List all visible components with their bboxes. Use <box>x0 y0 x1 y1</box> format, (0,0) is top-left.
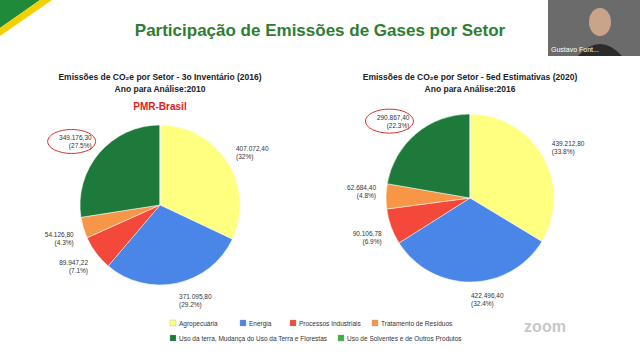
annotation: PMR-Brasil <box>133 101 187 112</box>
legend: Agropecuária Energia Processos Industriais… <box>170 320 462 343</box>
data-label-line: 349.176,30 <box>59 134 92 141</box>
data-label: 290.867,40(22.3%) <box>377 114 410 130</box>
data-label: 349.176,30(27.5%) <box>59 134 92 150</box>
legend-entry: Uso da terra, Mudança do Uso da Terra e … <box>179 335 328 343</box>
legend-swatch <box>338 335 344 341</box>
data-label-line: (6.9%) <box>362 238 381 246</box>
slide: Participação de Emissões de Gases por Se… <box>0 0 640 360</box>
legend-entry: Tratamento de Resíduos <box>381 320 453 327</box>
legend-swatch <box>372 320 378 326</box>
data-label-line: (32.4%) <box>471 300 494 308</box>
data-label: 62.684,40(4.8%) <box>347 184 376 200</box>
slices <box>386 114 554 282</box>
data-label: 89.947,22(7.1%) <box>59 259 88 275</box>
data-label-line: 371.095,80 <box>179 293 212 300</box>
data-label: 371.095,80(29.2%) <box>179 293 212 309</box>
legend-entry: Processos Industriais <box>299 320 362 327</box>
data-label-line: (7.1%) <box>69 267 88 275</box>
legend-entry: Energia <box>249 320 272 328</box>
data-label: 407.072,40(32%) <box>236 145 269 161</box>
legend-swatch <box>170 320 176 326</box>
pie-chart: Emissões de CO₂e por Setor - 3o Inventár… <box>45 72 269 309</box>
speaker-name: Gustavo Font... <box>551 46 599 53</box>
data-label-line: (27.5%) <box>69 142 92 150</box>
data-label-line: 422.496,40 <box>471 292 504 299</box>
legend-swatch <box>290 320 296 326</box>
data-label: 422.496,40(32.4%) <box>471 292 504 308</box>
chart-subtitle: Ano para Análise:2010 <box>115 84 206 94</box>
data-label-line: (29.2%) <box>179 301 202 309</box>
data-label: 54.126,80(4.3%) <box>45 231 74 247</box>
data-label-line: 54.126,80 <box>45 231 74 238</box>
highlight-circle <box>48 129 96 153</box>
data-label-line: (32%) <box>236 153 253 161</box>
data-label-line: 89.947,22 <box>59 259 88 266</box>
data-label: 439.212,80(33.8%) <box>552 140 585 156</box>
legend-entry: Agropecuária <box>179 320 218 328</box>
legend-swatch <box>170 335 176 341</box>
data-label-line: (33.8%) <box>552 148 575 156</box>
pie-chart: Emissões de CO₂e por Setor - 5ed Estimat… <box>347 72 585 308</box>
legend-swatch <box>240 320 246 326</box>
speaker-figure <box>589 8 611 36</box>
background <box>0 0 640 360</box>
data-label-line: 90.106,78 <box>353 230 382 237</box>
chart-subtitle: Ano para Análise:2016 <box>425 84 516 94</box>
data-label-line: 62.684,40 <box>347 184 376 191</box>
data-label-line: (22.3%) <box>387 122 410 130</box>
chart-title: Emissões de CO₂e por Setor - 3o Inventár… <box>58 72 261 82</box>
data-label-line: 290.867,40 <box>377 114 410 121</box>
data-label-line: (4.3%) <box>55 239 74 247</box>
slices <box>80 125 240 285</box>
page-title: Participação de Emissões de Gases por Se… <box>135 21 506 40</box>
slice <box>160 125 161 205</box>
slice <box>387 114 470 198</box>
data-label-line: 407.072,40 <box>236 145 269 152</box>
logo: zoom <box>524 318 566 335</box>
video-tile <box>548 0 640 56</box>
corner-stripe <box>0 0 52 36</box>
slice <box>470 114 471 198</box>
chart-title: Emissões de CO₂e por Setor - 5ed Estimat… <box>363 72 578 82</box>
data-label-line: (4.8%) <box>357 192 376 200</box>
legend-entry: Uso de Solventes e de Outros Produtos <box>347 335 462 342</box>
data-label-line: 439.212,80 <box>552 140 585 147</box>
slice <box>80 125 160 217</box>
data-label: 90.106,78(6.9%) <box>353 230 382 246</box>
highlight-circle <box>365 109 413 133</box>
